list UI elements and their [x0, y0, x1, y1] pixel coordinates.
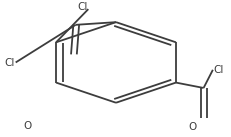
Text: Cl: Cl [213, 65, 223, 75]
Text: O: O [23, 121, 31, 131]
Text: O: O [187, 122, 195, 132]
Text: Cl: Cl [77, 2, 87, 12]
Text: Cl: Cl [5, 58, 15, 68]
